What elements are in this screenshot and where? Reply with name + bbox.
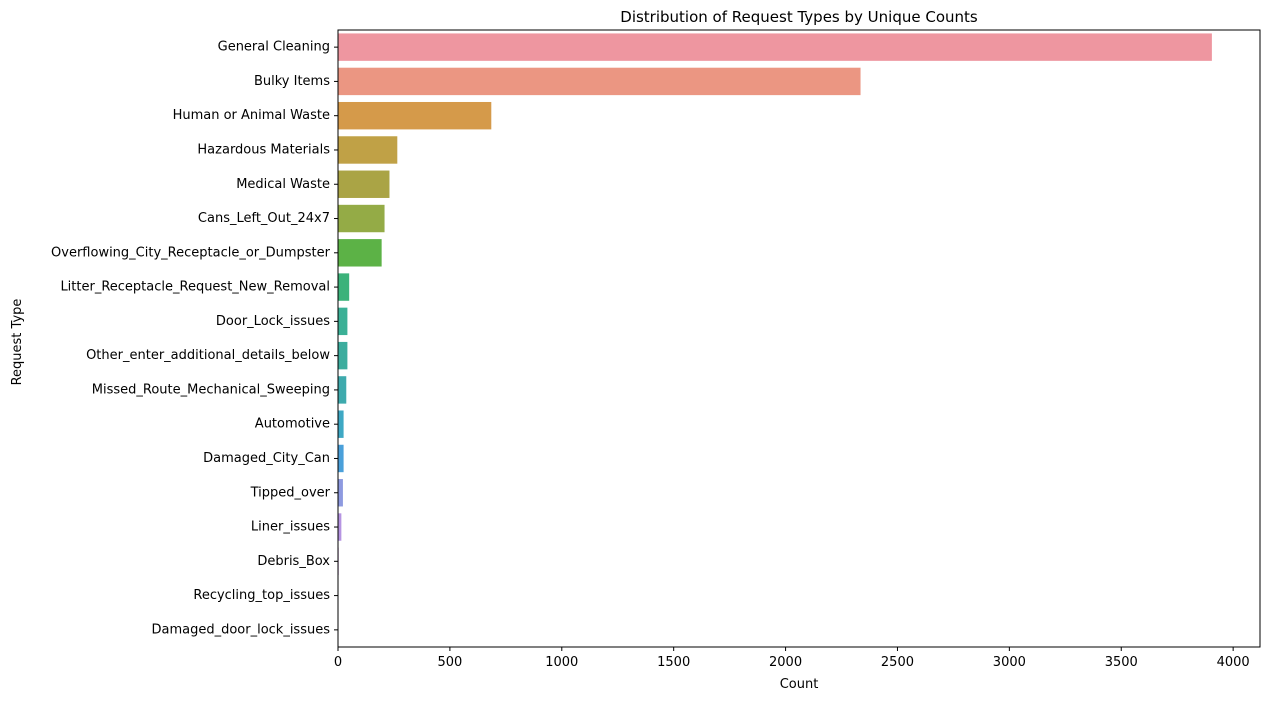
y-tick-label: Cans_Left_Out_24x7	[198, 211, 330, 226]
y-tick-label: Missed_Route_Mechanical_Sweeping	[92, 382, 330, 397]
bar-automotive	[338, 410, 344, 437]
bars-layer	[338, 33, 1212, 643]
y-tick-label: Liner_issues	[251, 520, 330, 535]
x-tick-label: 0	[334, 655, 342, 670]
y-tick-label: Automotive	[255, 417, 330, 432]
x-tick-label: 2500	[881, 655, 914, 670]
y-tick-labels: General Cleaning Bulky Items Human or Anim…	[51, 40, 338, 638]
x-tick-label: 1000	[545, 655, 578, 670]
bar-damaged-city-can	[338, 445, 344, 472]
y-tick-label: General Cleaning	[218, 40, 330, 55]
y-tick-label: Hazardous Materials	[197, 142, 330, 157]
y-tick-label: Litter_Receptacle_Request_New_Removal	[60, 280, 330, 295]
y-tick-label: Recycling_top_issues	[193, 588, 330, 603]
chart-title: Distribution of Request Types by Unique …	[620, 8, 978, 26]
x-axis-label: Count	[780, 677, 819, 692]
bar-cans-left-out-24x7	[338, 205, 385, 232]
y-tick-label: Other_enter_additional_details_below	[86, 348, 330, 363]
y-tick-label: Overflowing_City_Receptacle_or_Dumpster	[51, 245, 331, 260]
y-tick-label: Door_Lock_issues	[216, 314, 330, 329]
y-tick-label: Damaged_door_lock_issues	[151, 622, 330, 637]
x-tick-label: 500	[437, 655, 462, 670]
bar-door-lock-issues	[338, 308, 347, 335]
bar-medical-waste	[338, 171, 389, 198]
x-tick-labels: 0 500 1000 1500 2000 2500 3000 3500 4000	[334, 647, 1250, 670]
bar-bulky-items	[338, 68, 861, 95]
bar-litter-receptacle-request-new-removal	[338, 273, 349, 300]
y-tick-label: Tipped_over	[250, 485, 331, 500]
bar-other-enter-additional-details-below	[338, 342, 347, 369]
bar-general-cleaning	[338, 33, 1212, 60]
y-axis-label: Request Type	[10, 299, 25, 386]
y-tick-label: Debris_Box	[257, 554, 330, 569]
y-tick-label: Damaged_City_Can	[203, 451, 330, 466]
bar-overflowing-city-receptacle-or-dumpster	[338, 239, 382, 266]
y-tick-label: Bulky Items	[254, 74, 330, 89]
x-tick-label: 4000	[1217, 655, 1250, 670]
x-tick-label: 3500	[1105, 655, 1138, 670]
bar-missed-route-mechanical-sweeping	[338, 376, 346, 403]
x-tick-label: 3000	[993, 655, 1026, 670]
x-tick-label: 2000	[769, 655, 802, 670]
bar-tipped-over	[338, 479, 343, 506]
bar-hazardous-materials	[338, 136, 397, 163]
bar-liner-issues	[338, 513, 341, 540]
y-tick-label: Human or Animal Waste	[173, 108, 330, 123]
x-tick-label: 1500	[657, 655, 690, 670]
y-tick-label: Medical Waste	[236, 177, 330, 192]
bar-human-or-animal-waste	[338, 102, 491, 129]
